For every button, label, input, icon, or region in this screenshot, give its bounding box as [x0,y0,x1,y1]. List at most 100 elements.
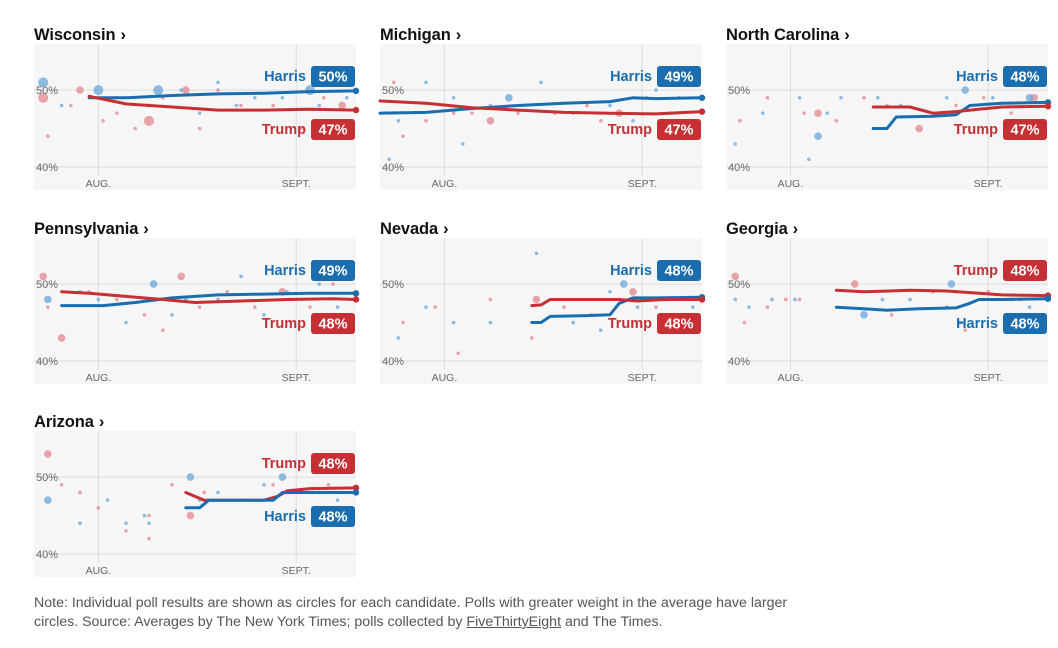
harris-poll-dot [93,85,104,96]
trump-poll-dot [731,272,739,281]
state-title-text: North Carolina [726,26,840,44]
y-tick-label: 50% [36,472,58,484]
harris-percent-value: 48% [318,510,347,526]
state-title-text: Michigan [380,26,451,44]
harris-poll-dot [142,513,147,518]
state-title-nevada[interactable]: Nevada › [380,220,449,239]
trump-poll-dot [814,109,822,117]
harris-name-label: Harris [610,263,652,279]
state-title-pennsylvania[interactable]: Pennsylvania › [34,220,149,239]
harris-average-line [871,100,1050,130]
harris-name-label: Harris [264,263,306,279]
harris-poll-dot [539,80,543,85]
harris-poll-dot [876,95,880,100]
y-tick-label: 40% [36,356,58,368]
trump-average-line [378,99,704,116]
trump-poll-dot [124,529,128,533]
trump-percent-badge [1003,119,1047,140]
state-title-wisconsin[interactable]: Wisconsin › [34,26,126,45]
trump-percent-value: 48% [318,457,347,473]
plot-background [380,44,702,190]
trump-average-line [87,94,358,112]
harris-percent-badge [311,66,355,87]
harris-poll-dot [635,305,640,309]
plot-background [380,238,702,384]
trump-poll-dot [765,95,770,100]
trump-label-group: Trump 48% [262,453,355,474]
harris-poll-dot [451,95,456,100]
trump-poll-dot [765,305,770,309]
trump-average-line [834,288,1050,298]
trump-poll-dot [197,305,202,309]
state-title-michigan[interactable]: Michigan › [380,26,461,45]
trump-label-group: Trump 47% [954,119,1047,140]
harris-poll-dot [124,320,128,325]
harris-poll-dot [396,119,401,123]
harris-name-label: Harris [956,316,998,332]
harris-poll-dot [44,496,52,504]
harris-label-group: Harris 48% [956,66,1047,87]
trump-poll-dot [271,103,275,108]
chevron-right-icon: › [455,26,462,44]
poll-chart-north-carolina: 50% 40% AUG. SEPT. Harris 48% Trump 47% [726,44,1052,190]
harris-end-dot [1044,295,1052,302]
harris-label-group: Harris 49% [264,260,355,281]
harris-label-group: Harris 48% [956,313,1047,334]
trump-poll-dot [161,328,165,333]
trump-percent-value: 48% [318,317,347,333]
trump-poll-dot [322,95,326,100]
trump-poll-dot [133,126,137,131]
state-title-georgia[interactable]: Georgia › [726,220,798,239]
harris-poll-dot [488,320,493,325]
harris-poll-dot [96,297,101,302]
harris-poll-dot [505,93,513,102]
harris-percent-badge [657,260,701,281]
trump-name-label: Trump [954,263,998,279]
trump-poll-dot [851,280,859,288]
trump-poll-dot [202,490,206,495]
trump-poll-dot [834,119,839,123]
trump-poll-dot [433,305,437,309]
harris-poll-dot [253,95,257,100]
harris-poll-dot [958,320,963,325]
harris-end-dot [352,489,360,496]
harris-poll-dot [149,280,158,288]
harris-poll-dot [793,297,797,302]
x-tick-label: SEPT. [974,372,1003,384]
harris-poll-dot [170,313,174,317]
poll-chart-michigan: 50% 40% AUG. SEPT. Harris 49% Trump 47% [378,44,706,190]
chevron-right-icon: › [443,220,449,238]
trump-poll-dot [738,119,742,123]
y-tick-label: 40% [382,162,404,174]
trump-end-dot [1044,103,1052,110]
x-tick-label: AUG. [432,178,458,190]
chevron-right-icon: › [98,413,105,431]
harris-average-line [60,291,358,308]
x-tick-label: AUG. [778,178,804,190]
trump-poll-dot [115,297,119,302]
harris-average-line [834,297,1050,312]
trump-poll-dot [147,536,151,541]
state-title-text: Arizona [34,413,94,431]
harris-average-line [530,295,704,324]
trump-poll-dot [186,511,195,520]
trump-poll-dot [39,272,47,281]
plot-background [34,238,356,384]
trump-percent-value: 47% [318,123,347,139]
harris-poll-dot [387,157,391,162]
trump-average-line [530,298,704,308]
state-title-north-carolina[interactable]: North Carolina › [726,26,850,45]
fivethirtyeight-link[interactable]: FiveThirtyEight [466,614,562,630]
harris-label-group: Harris 48% [264,506,355,527]
harris-end-dot [352,87,360,95]
harris-poll-dot [691,305,695,309]
trump-poll-dot [308,305,312,309]
x-tick-label: AUG. [432,372,458,384]
trump-poll-dot [253,305,257,309]
state-title-text: Georgia [726,220,788,238]
state-title-arizona[interactable]: Arizona › [34,413,104,432]
harris-poll-dot [945,95,949,100]
trump-poll-dot [889,313,894,317]
state-title-text: Wisconsin [34,26,116,44]
trump-poll-dot [599,119,603,123]
